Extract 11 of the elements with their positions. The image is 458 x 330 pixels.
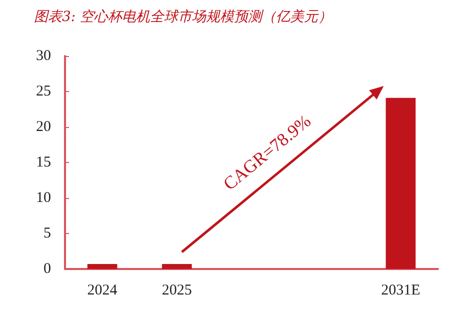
y-tick-label: 15 — [36, 154, 51, 170]
y-tick-label: 0 — [44, 261, 51, 277]
y-tick-label: 10 — [36, 190, 51, 206]
x-tick-label: 2025 — [162, 282, 192, 298]
y-tick-label: 30 — [36, 48, 51, 64]
chart-title: 图表3: 空心杯电机全球市场规模预测（亿美元） — [34, 8, 332, 26]
y-tick-label: 5 — [44, 226, 51, 242]
x-tick-label: 2031E — [381, 282, 420, 298]
x-tick-label: 2024 — [87, 282, 118, 298]
y-tick-label: 20 — [36, 119, 51, 135]
y-tick-label: 25 — [36, 84, 51, 100]
